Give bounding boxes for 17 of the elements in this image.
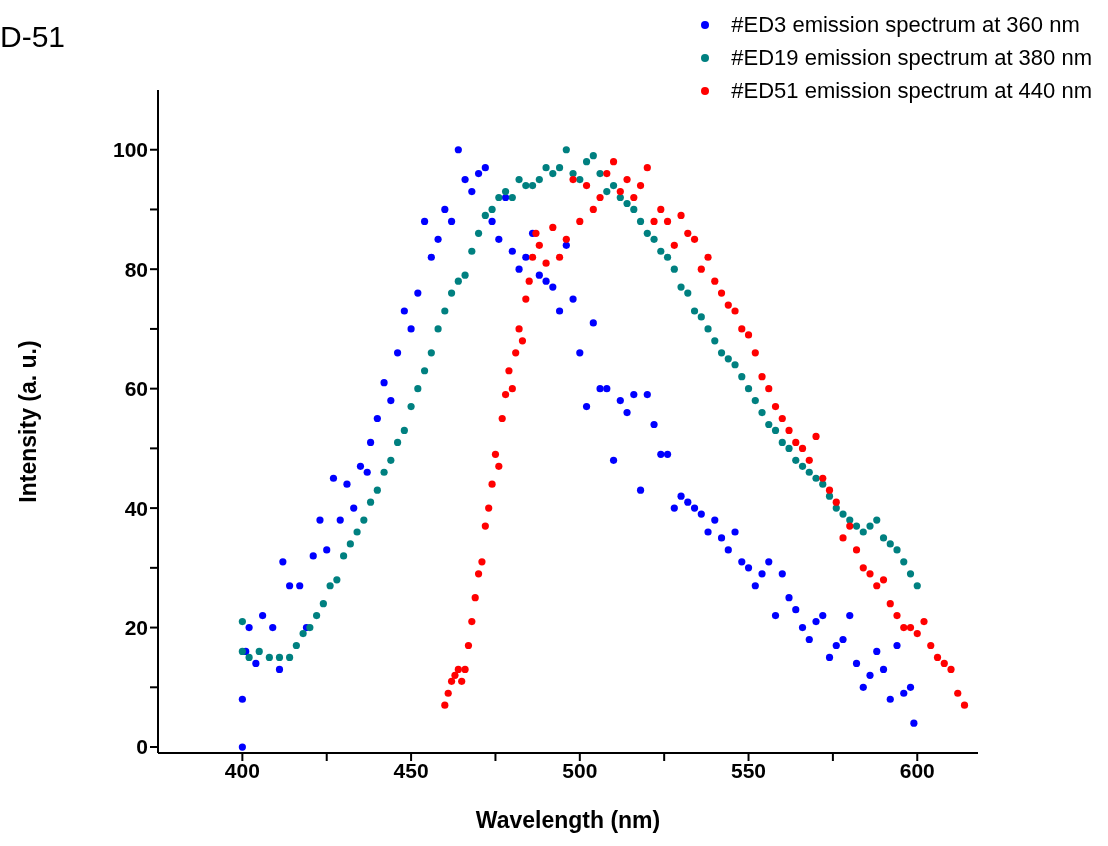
y-tick-label: 0 — [136, 735, 148, 759]
x-tick-label: 400 — [224, 758, 260, 782]
legend-label: #ED3 emission spectrum at 360 nm — [731, 11, 1080, 39]
y-tick-label: 100 — [112, 138, 148, 162]
x-tick-label: 600 — [899, 758, 935, 782]
legend-label: #ED51 emission spectrum at 440 nm — [731, 77, 1092, 105]
y-tick-label: 40 — [124, 496, 148, 520]
y-tick-label: 60 — [124, 377, 148, 401]
y-axis-title: Intensity (a. u.) — [15, 340, 42, 503]
y-tick-label: 20 — [124, 616, 148, 640]
y-tick-label: 80 — [124, 257, 148, 281]
x-tick-label: 500 — [562, 758, 598, 782]
x-tick-label: 550 — [731, 758, 767, 782]
x-tick-label: 450 — [393, 758, 429, 782]
x-axis-title: Wavelength (nm) — [475, 807, 661, 833]
legend-label: #ED19 emission spectrum at 380 nm — [731, 44, 1092, 72]
text: D-51 — [0, 20, 66, 54]
